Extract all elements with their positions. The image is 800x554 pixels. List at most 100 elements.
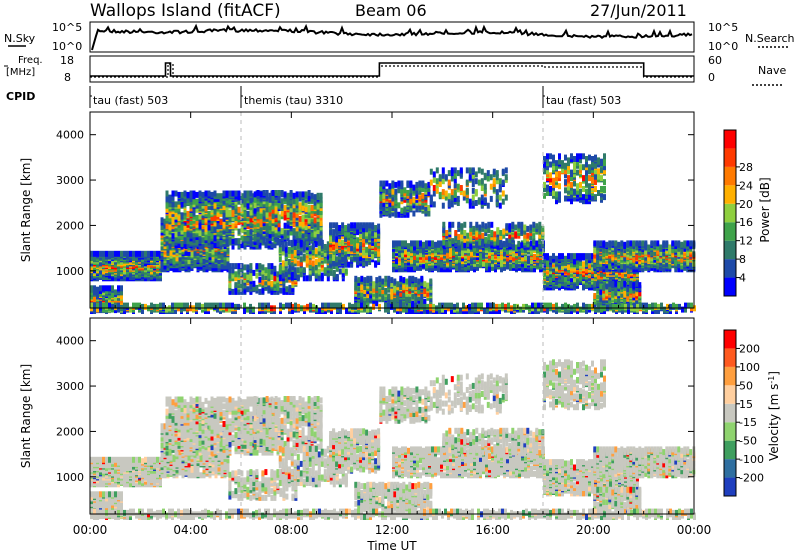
- power-cell: [270, 268, 274, 275]
- power-cell: [296, 248, 300, 255]
- power-cell: [499, 234, 503, 240]
- power-cell: [323, 267, 327, 274]
- power-cell: [319, 229, 323, 236]
- power-cell: [453, 172, 457, 179]
- power-cell: [231, 272, 235, 279]
- power-cell: [555, 255, 558, 262]
- power-cell: [391, 180, 395, 187]
- power-cell: [332, 234, 336, 241]
- power-cell: [458, 256, 461, 263]
- power-cell: [431, 240, 434, 247]
- power-cell: [501, 198, 505, 205]
- power-cell: [432, 201, 436, 208]
- power-cell: [481, 225, 485, 232]
- power-cell: [183, 231, 187, 238]
- power-cell: [204, 234, 208, 240]
- power-cell: [353, 241, 357, 248]
- power-cell: [270, 280, 274, 287]
- power-cell: [105, 250, 108, 257]
- power-cell: [332, 269, 336, 276]
- power-cell: [363, 277, 367, 284]
- power-cell: [273, 265, 277, 272]
- power-cell: [240, 284, 244, 291]
- power-cell: [427, 181, 431, 188]
- power-cell: [207, 236, 211, 243]
- power-cell: [486, 175, 490, 182]
- power-cell: [265, 190, 269, 196]
- power-cell: [483, 187, 487, 194]
- power-cell: [356, 227, 360, 234]
- power-cell: [435, 187, 439, 194]
- power-cell: [350, 245, 354, 252]
- power-cell: [259, 213, 263, 220]
- power-cell: [323, 257, 327, 264]
- power-cell: [357, 277, 361, 284]
- power-cell: [480, 185, 484, 191]
- power-cell: [219, 243, 223, 250]
- power-cell: [512, 251, 515, 258]
- power-cell: [105, 285, 108, 292]
- power-cell: [192, 198, 196, 205]
- power-cell: [289, 206, 293, 213]
- power-cell: [288, 284, 292, 291]
- nsearch-label: N.Search: [745, 32, 795, 45]
- power-cell: [503, 249, 506, 256]
- power-cell: [529, 234, 533, 240]
- power-cell: [399, 275, 403, 282]
- power-cell: [418, 180, 422, 187]
- power-cell: [313, 199, 317, 206]
- power-cell: [281, 241, 285, 248]
- power-cell: [228, 227, 232, 234]
- power-cell: [283, 222, 287, 229]
- power-cell: [454, 230, 458, 236]
- power-cell: [505, 238, 509, 245]
- power-cell: [310, 196, 314, 203]
- power-cell: [222, 221, 226, 228]
- power-cell: [287, 252, 291, 259]
- power-cell: [228, 263, 232, 270]
- power-cell: [246, 202, 250, 209]
- power-cell: [278, 246, 282, 253]
- power-cell: [234, 282, 238, 289]
- power-cell: [493, 231, 497, 238]
- power-cell: [217, 252, 221, 259]
- power-cell: [171, 194, 175, 201]
- power-cell: [501, 190, 505, 197]
- power-cell: [144, 250, 147, 257]
- power-cell: [501, 179, 505, 186]
- power-cell: [117, 250, 120, 257]
- power-cell: [498, 202, 502, 209]
- power-cell: [102, 285, 105, 292]
- power-cell: [441, 178, 445, 185]
- power-cell: [168, 194, 172, 201]
- power-cell: [427, 190, 431, 196]
- power-cell: [573, 258, 576, 265]
- power-cell: [277, 202, 281, 209]
- power-cell: [432, 185, 436, 191]
- power-cell: [273, 275, 277, 282]
- power-cell: [415, 206, 419, 213]
- power-cell: [378, 288, 382, 294]
- power-cell: [332, 244, 336, 250]
- power-cell: [270, 235, 274, 242]
- power-cell: [532, 221, 536, 228]
- power-cell: [374, 241, 378, 248]
- nsky-strip: N.Sky 10^5 10^0 10^5 10^0 N.Search: [4, 21, 795, 53]
- power-cell: [529, 224, 533, 231]
- power-cell: [382, 200, 386, 207]
- power-cell: [517, 240, 521, 247]
- power-cell: [427, 186, 431, 192]
- power-cell: [421, 203, 425, 210]
- power-cell: [111, 250, 114, 257]
- power-cell: [93, 250, 96, 257]
- power-cell: [378, 275, 382, 282]
- power-cell: [438, 181, 442, 187]
- power-cell: [183, 225, 187, 232]
- power-cell: [481, 238, 485, 245]
- power-cell: [344, 254, 348, 261]
- cpid-segment: tau (fast) 503: [546, 94, 621, 107]
- power-cell: [365, 246, 369, 253]
- power-cell: [341, 226, 345, 233]
- power-cell: [495, 174, 499, 181]
